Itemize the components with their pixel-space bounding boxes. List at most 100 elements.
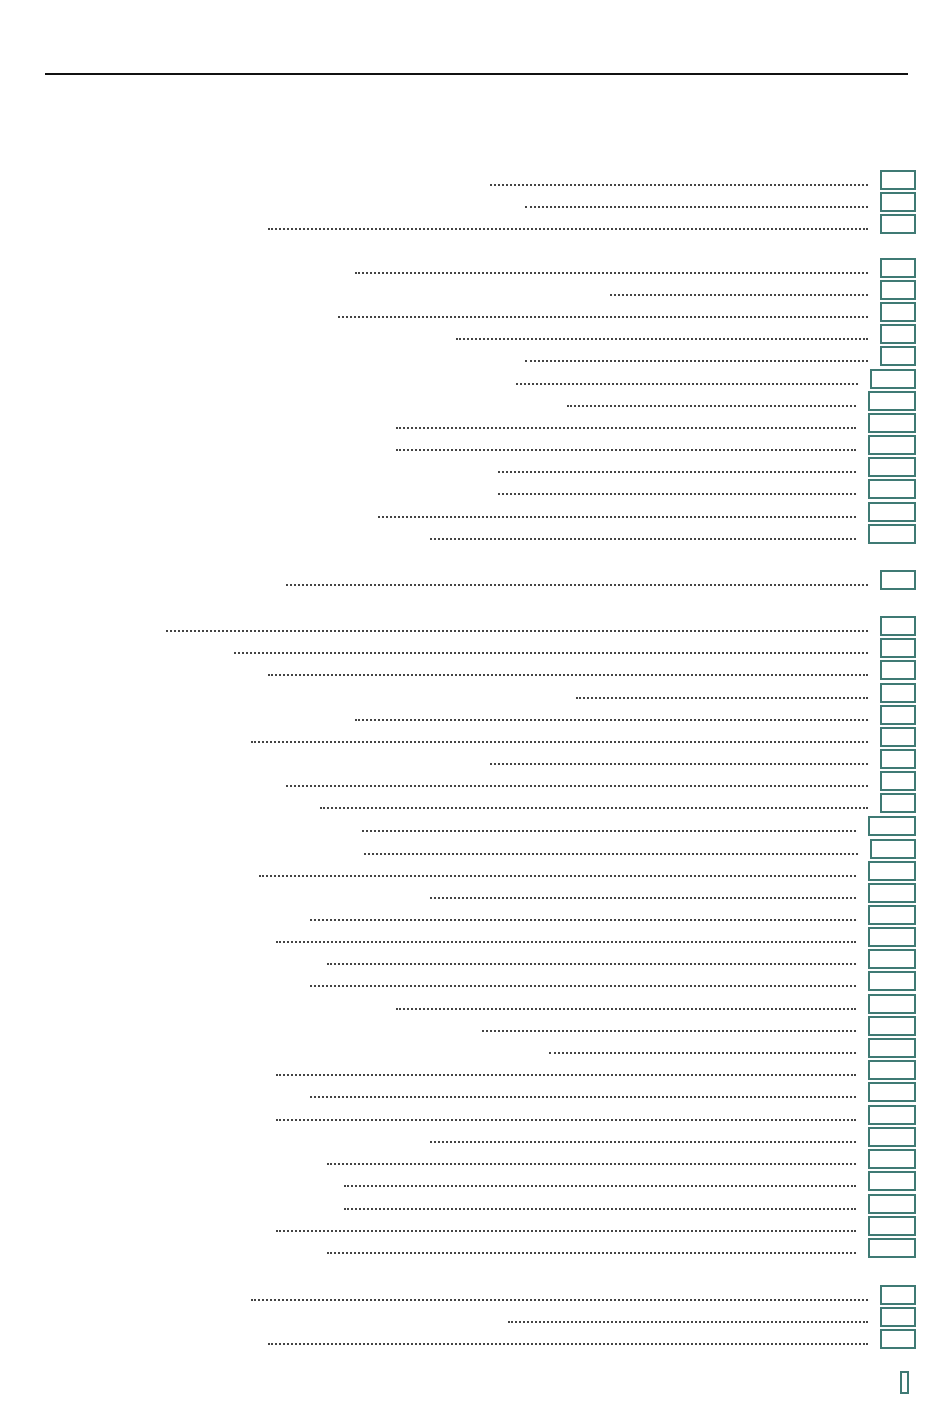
page-number-box bbox=[880, 1307, 916, 1327]
page-number-box bbox=[880, 749, 916, 769]
toc-entry bbox=[0, 170, 950, 192]
dot-leader bbox=[268, 1331, 868, 1345]
page-number-box bbox=[880, 1329, 916, 1349]
dot-leader bbox=[567, 393, 856, 407]
page-number-box bbox=[868, 524, 916, 544]
page-number-box bbox=[880, 616, 916, 636]
dot-leader bbox=[498, 459, 856, 473]
toc-entry bbox=[0, 1149, 950, 1171]
dot-leader bbox=[320, 795, 868, 809]
dot-leader bbox=[268, 216, 868, 230]
dot-leader bbox=[276, 1062, 856, 1076]
dot-leader bbox=[310, 973, 856, 987]
page-number-box bbox=[880, 793, 916, 813]
dot-leader bbox=[276, 1218, 856, 1232]
page-number-box bbox=[868, 1171, 916, 1191]
toc-entry bbox=[0, 302, 950, 324]
toc-entry bbox=[0, 346, 950, 368]
toc-entry bbox=[0, 1216, 950, 1238]
page-number-box bbox=[868, 927, 916, 947]
dot-leader bbox=[430, 1129, 856, 1143]
toc-entry bbox=[0, 927, 950, 949]
toc-entry bbox=[0, 771, 950, 793]
dot-leader bbox=[378, 504, 856, 518]
toc-entry bbox=[0, 413, 950, 435]
dot-leader bbox=[327, 951, 856, 965]
toc-entry bbox=[0, 1194, 950, 1216]
page-number-box bbox=[868, 949, 916, 969]
dot-leader bbox=[286, 773, 868, 787]
page-number-box bbox=[868, 1060, 916, 1080]
toc-entry bbox=[0, 369, 950, 391]
page-number-box bbox=[880, 727, 916, 747]
dot-leader bbox=[516, 371, 858, 385]
page-number-box bbox=[880, 302, 916, 322]
page-number-box bbox=[880, 346, 916, 366]
toc-entry bbox=[0, 457, 950, 479]
page-number-box bbox=[870, 369, 916, 389]
toc-entry bbox=[0, 479, 950, 501]
dot-leader bbox=[396, 437, 856, 451]
toc-entry bbox=[0, 1127, 950, 1149]
toc-entry bbox=[0, 1060, 950, 1082]
page-number-box bbox=[868, 1082, 916, 1102]
page-number-box bbox=[868, 1149, 916, 1169]
dot-leader bbox=[355, 260, 868, 274]
page-number-box bbox=[868, 457, 916, 477]
dot-leader bbox=[234, 640, 868, 654]
dot-leader bbox=[364, 841, 858, 855]
page-number-box bbox=[880, 1285, 916, 1305]
toc-entry bbox=[0, 391, 950, 413]
dot-leader bbox=[166, 618, 868, 632]
page-number-box bbox=[880, 705, 916, 725]
page-number-box bbox=[880, 771, 916, 791]
toc-entry bbox=[0, 435, 950, 457]
toc-entry bbox=[0, 1016, 950, 1038]
dot-leader bbox=[251, 1287, 868, 1301]
toc-entry bbox=[0, 1238, 950, 1260]
toc-entry bbox=[0, 524, 950, 546]
toc-entry bbox=[0, 280, 950, 302]
dot-leader bbox=[344, 1173, 856, 1187]
dot-leader bbox=[362, 818, 856, 832]
page-number-box bbox=[880, 170, 916, 190]
toc-entry bbox=[0, 683, 950, 705]
dot-leader bbox=[549, 1040, 856, 1054]
dot-leader bbox=[310, 907, 856, 921]
dot-leader bbox=[327, 1151, 856, 1165]
dot-leader bbox=[482, 1018, 856, 1032]
dot-leader bbox=[456, 326, 868, 340]
page-number-box bbox=[868, 1127, 916, 1147]
page-number-box bbox=[880, 192, 916, 212]
page-number-box bbox=[880, 324, 916, 344]
toc-entry bbox=[0, 1285, 950, 1307]
toc-entry bbox=[0, 793, 950, 815]
dot-leader bbox=[490, 172, 868, 186]
page-number-box bbox=[868, 1016, 916, 1036]
dot-leader bbox=[610, 282, 868, 296]
dot-leader bbox=[286, 572, 868, 586]
toc-entry bbox=[0, 214, 950, 236]
toc-entry bbox=[0, 1038, 950, 1060]
page-number-box bbox=[880, 570, 916, 590]
toc-entry bbox=[0, 883, 950, 905]
dot-leader bbox=[251, 729, 868, 743]
page-number-box bbox=[880, 214, 916, 234]
page-number-box bbox=[900, 1371, 909, 1394]
page-number-box bbox=[880, 638, 916, 658]
page-number-box bbox=[868, 502, 916, 522]
toc-entry bbox=[0, 1329, 950, 1351]
dot-leader bbox=[430, 526, 856, 540]
page-number-box bbox=[868, 971, 916, 991]
dot-leader bbox=[396, 996, 856, 1010]
toc-entry bbox=[0, 638, 950, 660]
dot-leader bbox=[490, 751, 868, 765]
toc-entry bbox=[0, 994, 950, 1016]
toc-entry bbox=[0, 905, 950, 927]
dot-leader bbox=[498, 481, 856, 495]
dot-leader bbox=[276, 929, 856, 943]
toc-entry bbox=[0, 616, 950, 638]
page-number-box bbox=[868, 883, 916, 903]
dot-leader bbox=[508, 1309, 868, 1323]
toc-entry bbox=[0, 570, 950, 592]
